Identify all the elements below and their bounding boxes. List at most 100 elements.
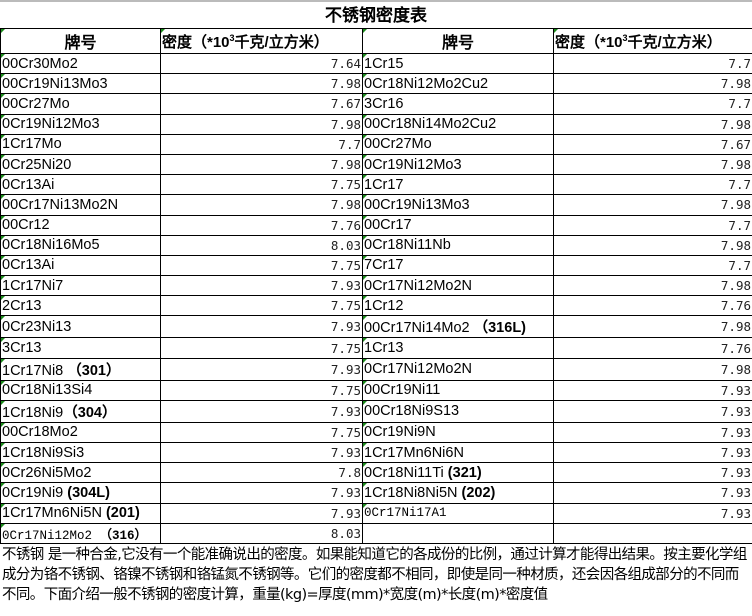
density-cell[interactable]: 7.93: [160, 441, 363, 464]
density-cell[interactable]: 7.76: [553, 337, 752, 359]
header-density-right[interactable]: 密度（*103千克/立方米）: [553, 28, 752, 54]
density-cell[interactable]: 7.98: [553, 73, 752, 95]
density-cell[interactable]: 7.7: [553, 254, 752, 277]
density-cell[interactable]: 7.93: [160, 399, 363, 423]
grade-cell[interactable]: 00Cr17Ni14Mo2 （316L): [362, 315, 554, 339]
density-cell[interactable]: 8.03: [160, 234, 363, 256]
density-cell[interactable]: 7.75: [160, 337, 363, 359]
density-cell[interactable]: 7.98: [160, 153, 363, 176]
grade-cell[interactable]: 0Cr18Ni12Mo2Cu2: [362, 73, 554, 95]
grade-cell[interactable]: 00Cr27Mo: [0, 93, 161, 115]
density-cell[interactable]: 7.98: [553, 194, 752, 216]
grade-cell[interactable]: [362, 522, 554, 544]
density-cell[interactable]: 7.98: [553, 357, 752, 381]
grade-cell[interactable]: 00Cr18Mo2: [0, 421, 161, 444]
density-cell[interactable]: 7.67: [160, 93, 363, 115]
density-cell[interactable]: 7.98: [160, 194, 363, 216]
density-cell[interactable]: 7.75: [160, 174, 363, 196]
density-cell[interactable]: 7.8: [160, 462, 363, 484]
grade-cell[interactable]: 1Cr13: [362, 337, 554, 359]
grade-cell[interactable]: 1Cr17Ni7: [0, 275, 161, 297]
grade-cell[interactable]: 0Cr18Ni11Nb: [362, 234, 554, 256]
density-cell[interactable]: 7.7: [553, 93, 752, 115]
grade-cell[interactable]: 0Cr23Ni13: [0, 315, 161, 339]
grade-cell[interactable]: 00Cr12: [0, 214, 161, 236]
grade-cell[interactable]: 0Cr26Ni5Mo2: [0, 462, 161, 484]
density-cell[interactable]: 7.93: [160, 502, 363, 524]
grade-cell[interactable]: 1Cr17: [362, 174, 554, 196]
grade-cell[interactable]: 00Cr18Ni9S13: [362, 399, 554, 423]
grade-cell[interactable]: 0Cr25Ni20: [0, 153, 161, 176]
density-cell[interactable]: 7.75: [160, 379, 363, 401]
grade-cell[interactable]: 00Cr19Ni13Mo3: [362, 194, 554, 216]
density-cell[interactable]: 7.98: [553, 113, 752, 135]
grade-cell[interactable]: 0Cr19Ni12Mo3: [0, 113, 161, 135]
density-cell[interactable]: 7.93: [553, 399, 752, 423]
grade-cell[interactable]: 0Cr17Ni12Mo2N: [362, 275, 554, 297]
density-cell[interactable]: 7.98: [553, 275, 752, 297]
grade-cell[interactable]: 0Cr18Ni16Mo5: [0, 234, 161, 256]
header-density-left[interactable]: 密度（*103千克/立方米）: [160, 28, 363, 54]
grade-cell[interactable]: 1Cr18Ni9（304）: [0, 399, 161, 423]
density-cell[interactable]: 7.93: [160, 482, 363, 504]
grade-cell[interactable]: 0Cr13Ai: [0, 174, 161, 196]
density-cell[interactable]: 7.93: [553, 462, 752, 484]
density-cell[interactable]: 7.75: [160, 295, 363, 317]
grade-cell[interactable]: 1Cr17Mn6Ni6N: [362, 441, 554, 464]
grade-cell[interactable]: 00Cr19Ni13Mo3: [0, 73, 161, 95]
grade-cell[interactable]: 0Cr17Ni12Mo2 （316）: [0, 522, 161, 544]
density-cell[interactable]: 7.7: [553, 174, 752, 196]
density-cell[interactable]: 7.98: [553, 315, 752, 339]
grade-cell[interactable]: 1Cr18Ni8Ni5N (202): [362, 482, 554, 504]
density-cell[interactable]: [553, 522, 752, 544]
grade-cell[interactable]: 1Cr17Mo: [0, 133, 161, 155]
grade-cell[interactable]: 00Cr17: [362, 214, 554, 236]
grade-cell[interactable]: 1Cr17Mn6Ni5N (201): [0, 502, 161, 524]
grade-cell[interactable]: 2Cr13: [0, 295, 161, 317]
density-cell[interactable]: 7.98: [160, 113, 363, 135]
header-grade-right[interactable]: 牌号: [362, 28, 554, 54]
density-cell[interactable]: 7.93: [553, 379, 752, 401]
density-cell[interactable]: 8.03: [160, 522, 363, 544]
density-cell[interactable]: 7.98: [160, 73, 363, 95]
grade-cell[interactable]: 0Cr19Ni9 (304L): [0, 482, 161, 504]
grade-cell[interactable]: 00Cr19Ni11: [362, 379, 554, 401]
density-cell[interactable]: 7.7: [553, 52, 752, 75]
grade-cell[interactable]: 1Cr12: [362, 295, 554, 317]
density-cell[interactable]: 7.93: [553, 441, 752, 464]
density-cell[interactable]: 7.64: [160, 52, 363, 75]
grade-cell[interactable]: 1Cr18Ni9Si3: [0, 441, 161, 464]
grade-cell[interactable]: 0Cr19Ni9N: [362, 421, 554, 444]
grade-cell[interactable]: 0Cr17Ni12Mo2N: [362, 357, 554, 381]
header-grade-left[interactable]: 牌号: [0, 28, 161, 54]
density-cell[interactable]: 7.75: [160, 254, 363, 277]
density-cell[interactable]: 7.93: [553, 421, 752, 444]
density-cell[interactable]: 7.93: [160, 315, 363, 339]
grade-cell[interactable]: 0Cr17Ni17A1: [362, 502, 554, 524]
grade-cell[interactable]: 0Cr13Ai: [0, 254, 161, 277]
density-cell[interactable]: 7.67: [553, 133, 752, 155]
grade-cell[interactable]: 3Cr13: [0, 337, 161, 359]
grade-cell[interactable]: 3Cr16: [362, 93, 554, 115]
grade-cell[interactable]: 00Cr17Ni13Mo2N: [0, 194, 161, 216]
grade-cell[interactable]: 0Cr18Ni11Ti (321): [362, 462, 554, 484]
density-cell[interactable]: 7.98: [553, 234, 752, 256]
density-cell[interactable]: 7.93: [160, 357, 363, 381]
density-cell[interactable]: 7.98: [553, 153, 752, 176]
density-cell[interactable]: 7.93: [553, 502, 752, 524]
density-cell[interactable]: 7.76: [553, 295, 752, 317]
grade-cell[interactable]: 00Cr30Mo2: [0, 52, 161, 75]
density-cell[interactable]: 7.76: [160, 214, 363, 236]
grade-cell[interactable]: 00Cr27Mo: [362, 133, 554, 155]
grade-cell[interactable]: 7Cr17: [362, 254, 554, 277]
grade-cell[interactable]: 00Cr18Ni14Mo2Cu2: [362, 113, 554, 135]
grade-cell[interactable]: 1Cr15: [362, 52, 554, 75]
density-cell[interactable]: 7.75: [160, 421, 363, 444]
grade-cell[interactable]: 0Cr19Ni12Mo3: [362, 153, 554, 176]
grade-cell[interactable]: 1Cr17Ni8 （301）: [0, 357, 161, 381]
density-cell[interactable]: 7.93: [160, 275, 363, 297]
grade-cell[interactable]: 0Cr18Ni13Si4: [0, 379, 161, 401]
density-cell[interactable]: 7.93: [553, 482, 752, 504]
density-cell[interactable]: 7.7: [160, 133, 363, 155]
density-cell[interactable]: 7.7: [553, 214, 752, 236]
